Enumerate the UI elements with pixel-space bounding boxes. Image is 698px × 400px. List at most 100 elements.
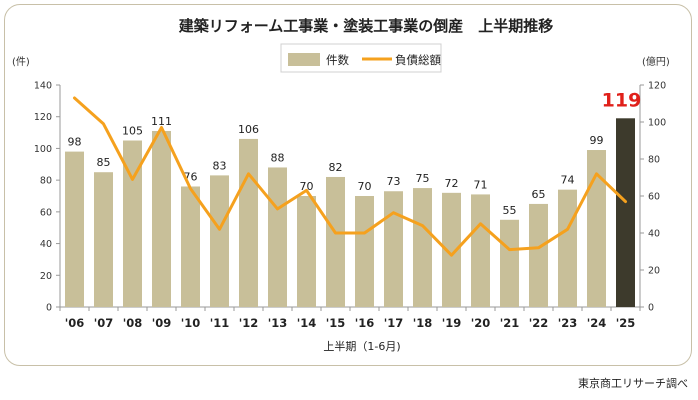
bar-07 <box>94 172 113 307</box>
legend-label-debt: 負債総額 <box>395 53 441 67</box>
bar-06 <box>65 151 84 307</box>
bar-value-label: 71 <box>474 178 488 191</box>
bar-14 <box>297 196 316 307</box>
debt-point <box>566 228 569 231</box>
bar-value-label: 99 <box>590 134 604 147</box>
y-left-tick-label: 100 <box>34 144 52 155</box>
x-tick-label: '22 <box>529 316 549 330</box>
y-left-unit: (件) <box>12 56 30 68</box>
bar-19 <box>442 192 461 307</box>
y-right-tick-label: 20 <box>648 266 660 277</box>
y-right-tick-label: 80 <box>648 155 660 166</box>
debt-point <box>73 96 76 100</box>
debt-point <box>508 248 511 251</box>
bar-value-label: 65 <box>532 188 546 201</box>
y-left-tick-label: 0 <box>46 303 52 314</box>
y-right-tick-label: 40 <box>648 229 660 240</box>
debt-point <box>102 122 105 126</box>
x-tick-label: '24 <box>587 316 607 330</box>
bar-25 <box>616 118 635 307</box>
legend-label-count: 件数 <box>326 53 349 67</box>
debt-line <box>73 96 627 257</box>
debt-point <box>189 187 192 190</box>
y-right-tick-label: 0 <box>648 303 654 314</box>
x-tick-label: '06 <box>65 316 85 330</box>
bar-24 <box>587 150 606 307</box>
x-tick-label: '09 <box>152 316 172 330</box>
debt-point <box>537 246 540 249</box>
bar-value-label: 75 <box>416 172 430 185</box>
x-tick-label: '23 <box>558 316 578 330</box>
y-left-tick-label: 140 <box>34 81 52 92</box>
debt-point <box>363 231 366 235</box>
x-tick-label: '07 <box>94 316 114 330</box>
x-tick-label: '13 <box>268 316 288 330</box>
bar-value-label: 88 <box>271 151 285 164</box>
x-tick-label: '12 <box>239 316 259 330</box>
bar-13 <box>268 167 287 307</box>
x-tick-label: '21 <box>500 316 520 330</box>
x-ticks: '06 '07 '08 '09 '10 '11 '12 '13 '14 '15 '16 '17 '18 '… <box>65 316 636 330</box>
bar-value-label-highlight: 119 <box>602 89 642 111</box>
debt-point <box>334 231 337 235</box>
bar-value-label: 98 <box>68 136 82 149</box>
bar-value-label: 55 <box>503 204 517 217</box>
debt-point <box>624 200 627 203</box>
bar-value-label: 83 <box>213 159 227 172</box>
y-left-tick-label: 80 <box>40 176 52 187</box>
x-tick-label: '16 <box>355 316 375 330</box>
bar-16 <box>355 196 374 307</box>
x-tick-label: '14 <box>297 316 317 330</box>
y-right-tick-label: 60 <box>648 192 660 203</box>
bar-value-label: 111 <box>151 115 172 128</box>
bar-18 <box>413 188 432 307</box>
bar-23 <box>558 189 577 307</box>
bar-value-label: 70 <box>300 180 314 193</box>
legend-swatch-bar <box>288 53 320 66</box>
bar-08 <box>123 140 142 307</box>
chart-title: 建築リフォーム工事業・塗装工事業の倒産 上半期推移 <box>179 17 554 35</box>
debt-point <box>218 228 221 231</box>
x-tick-label: '10 <box>181 316 201 330</box>
bar-22 <box>529 203 548 307</box>
debt-point <box>276 207 279 211</box>
bar-21 <box>500 219 519 307</box>
debt-point <box>421 224 424 227</box>
y-left-tick-label: 40 <box>40 239 52 250</box>
y-left-tick-label: 120 <box>34 112 52 123</box>
x-tick-label: '08 <box>123 316 143 330</box>
y-right-tick-label: 100 <box>648 118 666 129</box>
bar-15 <box>326 176 345 307</box>
x-axis-label: 上半期（1-6月) <box>323 339 400 353</box>
bar-11 <box>210 175 229 307</box>
debt-point <box>160 126 163 129</box>
x-tick-label: '20 <box>471 316 491 330</box>
bar-12 <box>239 138 258 307</box>
x-tick-label: '17 <box>384 316 404 330</box>
debt-point <box>595 172 598 175</box>
x-tick-label: '11 <box>210 316 230 330</box>
x-tick-label: '18 <box>413 316 433 330</box>
debt-point <box>305 189 308 192</box>
bar-20 <box>471 194 490 307</box>
y-left-tick-label: 60 <box>40 207 52 218</box>
bar-value-label: 70 <box>358 180 372 193</box>
debt-point <box>450 254 453 257</box>
bar-value-label: 85 <box>97 156 111 169</box>
bar-value-label: 74 <box>561 174 575 187</box>
line-series <box>73 96 627 257</box>
bar-value-label: 105 <box>122 125 143 138</box>
y-right-unit: (億円) <box>642 55 670 68</box>
debt-point <box>247 172 250 175</box>
bar-value-label: 73 <box>387 175 401 188</box>
x-tick-label: '19 <box>442 316 462 330</box>
debt-point <box>392 211 395 214</box>
legend: 件数 負債総額 <box>280 43 442 73</box>
x-tick-label: '25 <box>616 316 636 330</box>
bar-17 <box>384 191 403 307</box>
y-left-tick-label: 20 <box>40 271 52 282</box>
debt-point <box>479 222 482 225</box>
bar-value-label: 72 <box>445 177 459 190</box>
